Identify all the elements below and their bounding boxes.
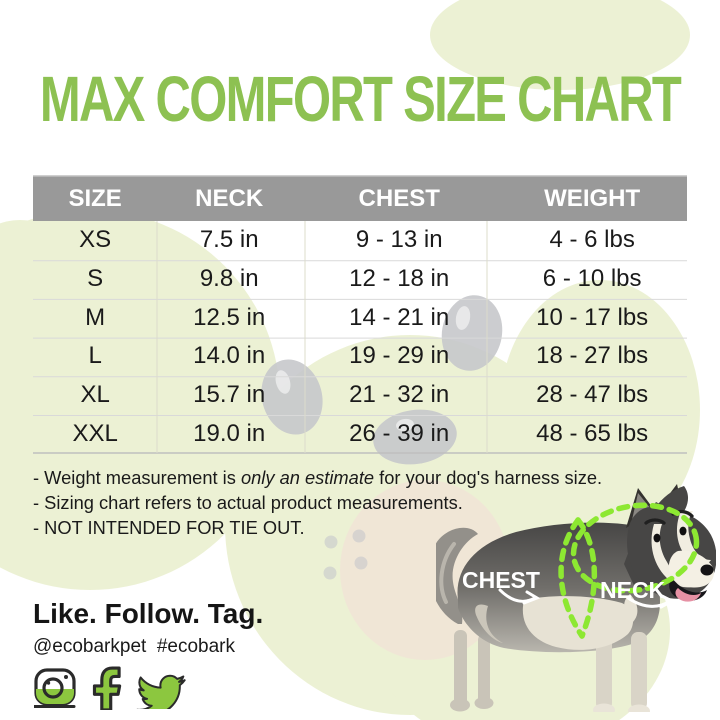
svg-text:CHEST: CHEST (462, 567, 540, 593)
svg-text:NECK: NECK (600, 577, 666, 603)
